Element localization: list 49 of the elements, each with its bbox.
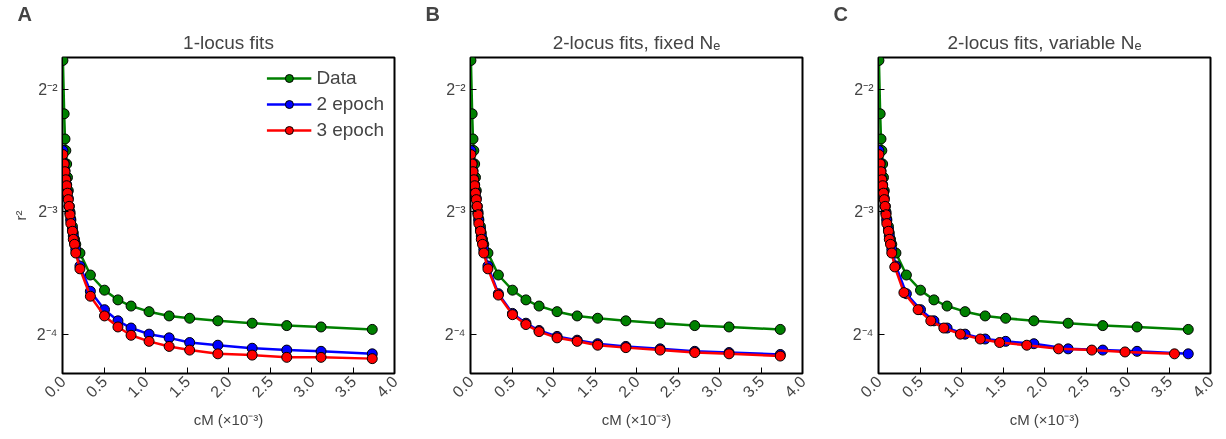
text: B <box>425 2 440 25</box>
y-tick-label: 2⁻² <box>446 81 467 99</box>
x-tick-label: 3.5 <box>331 372 360 401</box>
y-tick-label: 2⁻⁴ <box>36 325 58 343</box>
y-tick-label: 2⁻² <box>854 81 875 99</box>
x-axis-title: cM (×10⁻³) <box>1009 410 1080 428</box>
x-tick-label: 1.0 <box>124 372 152 401</box>
x-tick-label: 2.0 <box>615 372 643 401</box>
y-tick-label: 2⁻⁴ <box>852 325 874 343</box>
x-tick-label: 1.0 <box>532 372 560 401</box>
text: C <box>833 2 848 25</box>
x-tick-label: 1.5 <box>573 372 602 401</box>
x-tick-label: 2.0 <box>1023 372 1051 401</box>
legend-label: Data <box>316 67 357 89</box>
y-tick-label: 2⁻³ <box>38 203 59 221</box>
x-tick-label: 0.5 <box>82 372 111 401</box>
x-tick-label: 2.0 <box>207 372 235 401</box>
y-tick-label: 2⁻³ <box>446 203 467 221</box>
y-tick-label: 2⁻² <box>38 81 59 99</box>
x-tick-label: 4.0 <box>373 372 401 401</box>
x-tick-label: 4.0 <box>781 372 809 401</box>
x-axis-title: cM (×10⁻³) <box>601 410 672 428</box>
chart-title: 2-locus fits, fixed Nₑ <box>552 31 721 53</box>
y-tick-label: 2⁻⁴ <box>444 325 466 343</box>
chart-title: 1-locus fits <box>183 31 274 53</box>
x-tick-label: 0.5 <box>898 372 927 401</box>
x-tick-label: 3.5 <box>1147 372 1176 401</box>
x-tick-label: 0.0 <box>41 372 69 401</box>
x-tick-label: 0.5 <box>490 372 519 401</box>
x-tick-label: 3.5 <box>739 372 768 401</box>
x-tick-label: 1.5 <box>165 372 194 401</box>
x-tick-label: 2.5 <box>1064 372 1093 401</box>
x-tick-label: 0.0 <box>857 372 885 401</box>
x-tick-label: 3.0 <box>698 372 726 401</box>
x-tick-label: 4.0 <box>1189 372 1217 401</box>
x-tick-label: 2.5 <box>656 372 685 401</box>
x-tick-label: 1.5 <box>981 372 1010 401</box>
x-tick-label: 2.5 <box>248 372 277 401</box>
x-tick-label: 1.0 <box>940 372 968 401</box>
y-axis-title: r² <box>11 210 29 221</box>
x-tick-label: 3.0 <box>1106 372 1134 401</box>
x-tick-label: 3.0 <box>290 372 318 401</box>
legend-label: 2 epoch <box>316 93 384 115</box>
text: A <box>17 2 32 25</box>
legend-label: 3 epoch <box>316 119 384 141</box>
chart-title: 2-locus fits, variable Nₑ <box>947 31 1142 53</box>
x-axis-title: cM (×10⁻³) <box>193 410 264 428</box>
x-tick-label: 0.0 <box>449 372 477 401</box>
y-tick-label: 2⁻³ <box>854 203 875 221</box>
